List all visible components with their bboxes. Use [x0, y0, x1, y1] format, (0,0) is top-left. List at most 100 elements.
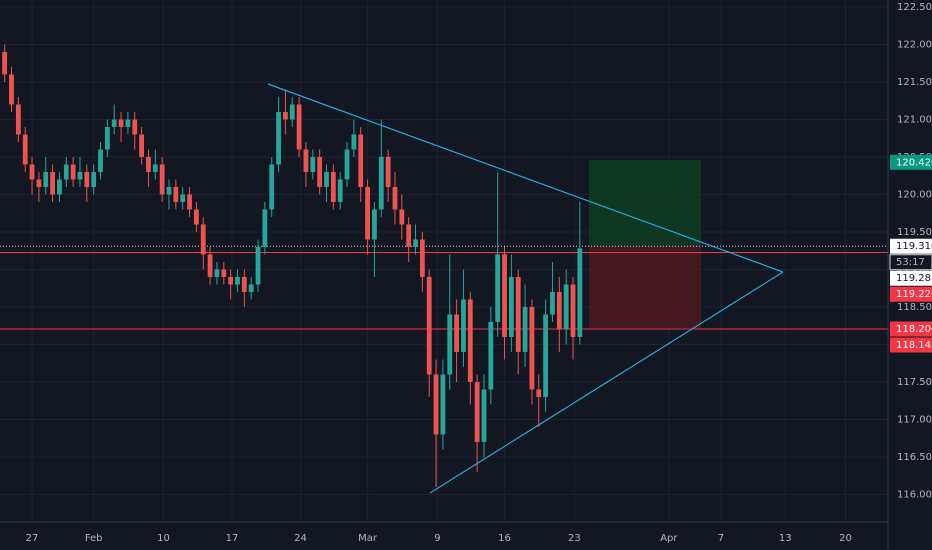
candle-body: [111, 119, 117, 127]
y-tick-label: 121.000: [897, 114, 932, 125]
y-tick-label: 116.500: [897, 452, 932, 463]
candle-body: [358, 134, 364, 187]
price-tag: [890, 321, 932, 337]
candle-body: [125, 119, 131, 127]
y-tick-label: 117.000: [897, 414, 932, 425]
candle-body: [63, 164, 69, 180]
x-tick-label: 7: [718, 533, 724, 544]
candle-body: [221, 269, 227, 277]
candle-body: [29, 164, 35, 180]
x-tick-label: 23: [568, 533, 581, 544]
price-tag-label: 119.281: [896, 273, 932, 284]
candle-body: [283, 111, 288, 120]
candle-body: [495, 254, 501, 322]
y-tick-label: 117.500: [897, 377, 932, 388]
x-tick-label: Mar: [358, 533, 378, 544]
candle-body: [70, 164, 76, 180]
candle-body: [241, 276, 247, 292]
candle-body: [467, 299, 473, 382]
y-tick-label: 120.000: [897, 189, 932, 200]
x-tick-label: Feb: [85, 533, 103, 544]
candle-body: [399, 209, 405, 225]
x-tick-label: 13: [779, 533, 792, 544]
x-tick-label: 20: [839, 533, 852, 544]
countdown-box: [889, 254, 932, 271]
candle-body: [440, 374, 446, 435]
candle-body: [556, 291, 562, 330]
candle-body: [146, 156, 151, 172]
candle-body: [365, 186, 370, 240]
candle-body: [508, 276, 514, 337]
candle-body: [481, 389, 487, 442]
price-tag-label: 120.429: [896, 157, 932, 168]
y-tick-label: 118.500: [897, 302, 932, 313]
candle-body: [22, 134, 28, 165]
candle-body: [214, 269, 220, 277]
candle-body: [502, 254, 507, 337]
candle-body: [447, 314, 453, 375]
candle-body: [474, 381, 480, 442]
candle-body: [426, 276, 432, 375]
loss-zone: [589, 246, 701, 328]
price-tag-label: 119.226: [896, 289, 932, 300]
profit-zone: [589, 160, 701, 246]
price-tag: [890, 270, 932, 286]
candle-body: [550, 291, 555, 315]
candle-body: [378, 156, 384, 210]
y-tick-label: 116.000: [897, 489, 932, 500]
candle-body: [43, 171, 49, 187]
candle-body: [200, 224, 206, 255]
candle-body: [330, 171, 336, 202]
x-tick-label: 24: [294, 533, 307, 544]
candle-body: [289, 104, 295, 120]
grid: [0, 0, 888, 522]
candle-body: [166, 186, 172, 195]
price-tag-label: 119.310: [896, 241, 932, 252]
candle-body: [536, 389, 542, 397]
y-tick-label: 122.500: [897, 2, 932, 13]
candle-body: [522, 306, 528, 352]
price-tag-label: 118.145: [896, 340, 932, 351]
candle-body: [207, 254, 213, 277]
candle-body: [577, 248, 583, 337]
candle-body: [159, 164, 165, 195]
candle-body: [563, 284, 569, 330]
levels: [0, 245, 888, 330]
candle-body: [173, 186, 179, 202]
candle-body: [296, 104, 302, 150]
candle-body: [337, 179, 343, 202]
trendline-lower: [429, 271, 784, 494]
candle-body: [57, 179, 62, 195]
y-tick-label: 121.500: [897, 77, 932, 88]
candle-body: [344, 149, 350, 180]
candle-body: [255, 246, 261, 285]
candle-body: [91, 171, 97, 187]
price-tags: 120.429 119.310 53:17 119.281 119.226 118.206…: [889, 154, 932, 353]
trendline-upper: [267, 83, 784, 273]
candle-body: [317, 156, 323, 187]
x-tick-label: Apr: [660, 533, 678, 544]
candle-body: [276, 111, 281, 165]
candle-body: [372, 209, 377, 240]
candle-body: [36, 179, 42, 187]
candle-body: [77, 171, 83, 180]
price-tag: [890, 286, 932, 302]
candle-body: [515, 276, 521, 352]
candle-body: [84, 171, 90, 187]
candle-body: [132, 119, 138, 135]
candle-body: [454, 314, 459, 352]
candle-body: [9, 74, 14, 105]
candle-body: [50, 171, 55, 195]
candle-body: [104, 126, 110, 150]
candle-body: [228, 276, 234, 285]
candle-body: [419, 239, 425, 277]
candles: [2, 44, 583, 487]
candle-body: [406, 224, 412, 247]
candle-body: [392, 186, 398, 210]
x-tick-label: 27: [26, 533, 39, 544]
price-tag-label: 118.206: [896, 324, 932, 335]
candle-body: [118, 119, 124, 127]
candle-body: [461, 299, 466, 352]
x-tick-label: 17: [226, 533, 239, 544]
